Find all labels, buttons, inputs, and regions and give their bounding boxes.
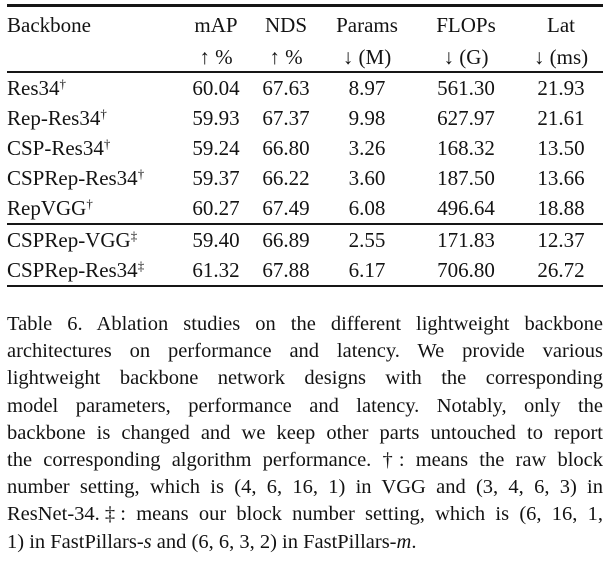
nds-cell: 66.80 — [262, 136, 310, 160]
col-header-lat: Lat — [547, 13, 575, 37]
nds-cell: 67.63 — [262, 76, 310, 100]
map-cell: 59.93 — [192, 106, 240, 130]
params-cell: 8.97 — [348, 76, 386, 100]
backbone-name-cell: CSPRep-VGG‡ — [7, 223, 181, 255]
map-cell: 60.04 — [192, 76, 240, 100]
footnote-mark: † — [100, 106, 107, 121]
footnote-mark: ‡ — [130, 228, 138, 243]
caption-line: Table 6. Ablation studies on the differe… — [7, 313, 603, 335]
table-row: Res34† 60.04 67.63 8.97 561.30 21.93 — [7, 72, 603, 103]
col-unit-params: ↓ (M) — [321, 43, 413, 73]
backbone-name-cell: RepVGG† — [7, 193, 181, 224]
map-cell: 59.40 — [181, 223, 251, 255]
params-cell: 9.98 — [348, 106, 386, 130]
caption-line: the corresponding algorithm performance.… — [7, 449, 603, 472]
header-row-units: ↑ % ↑ % ↓ (M) ↓ (G) ↓ (ms) — [7, 43, 603, 73]
footnote-mark: ‡ — [137, 258, 145, 273]
table-row: Rep-Res34† 59.93 67.37 9.98 627.97 21.61 — [7, 103, 603, 133]
nds-cell: 66.89 — [251, 223, 321, 255]
col-header-params: Params — [336, 13, 398, 37]
backbone-name: CSPRep-Res34 — [7, 258, 138, 282]
map-cell: 60.27 — [192, 196, 240, 220]
backbone-name-cell: CSPRep-Res34† — [7, 163, 181, 193]
flops-cell: 171.83 — [413, 223, 519, 255]
caption-line: backbone is changed and we keep other pa… — [7, 421, 603, 444]
params-cell: 3.26 — [348, 136, 386, 160]
caption-line: lightweight backbone network designs wit… — [7, 367, 603, 390]
flops-cell: 187.50 — [437, 166, 495, 190]
lat-cell: 13.66 — [537, 166, 585, 190]
caption-line: ResNet-34.‡: means our block number sett… — [7, 503, 603, 526]
col-header-map: mAP — [194, 13, 238, 37]
backbone-name: CSPRep-VGG — [7, 228, 131, 252]
map-cell: 61.32 — [192, 258, 240, 282]
col-header-nds: NDS — [264, 13, 307, 37]
footnote-mark: † — [103, 136, 111, 151]
params-cell: 6.08 — [348, 196, 386, 220]
footnote-mark: † — [86, 196, 93, 211]
fastpillars-s-variant: s — [143, 530, 152, 553]
col-unit-nds: ↑ % — [251, 43, 321, 73]
backbone-name-cell: Rep-Res34† — [7, 103, 181, 133]
flops-cell: 168.32 — [437, 136, 495, 160]
col-header-flops: FLOPs — [436, 13, 496, 37]
backbone-name: RepVGG — [7, 196, 87, 220]
table-row: CSPRep-VGG‡ 59.40 66.89 2.55 171.83 12.3… — [7, 223, 603, 255]
table-row: RepVGG† 60.27 67.49 6.08 496.64 18.88 — [7, 193, 603, 224]
nds-cell: 67.49 — [262, 196, 310, 220]
header-row-names: Backbone mAP NDS Params FLOPs Lat — [7, 6, 603, 44]
map-cell: 59.37 — [192, 166, 240, 190]
lat-cell: 13.50 — [537, 136, 585, 160]
lat-cell: 21.93 — [537, 76, 585, 100]
nds-cell: 67.88 — [262, 258, 310, 282]
backbone-name-cell: CSP-Res34† — [7, 133, 181, 163]
col-header-backbone: Backbone — [7, 13, 91, 37]
backbone-name: Res34 — [7, 76, 60, 100]
table-caption: Table 6. Ablation studies on the differe… — [7, 311, 603, 556]
flops-cell: 561.30 — [437, 76, 495, 100]
footnote-mark: † — [137, 166, 145, 181]
fastpillars-m-variant: m — [396, 530, 412, 553]
flops-cell: 627.97 — [437, 106, 495, 130]
flops-cell: 496.64 — [437, 196, 495, 220]
nds-cell: 66.22 — [262, 166, 310, 190]
params-cell: 3.60 — [348, 166, 386, 190]
table-row: CSPRep-Res34† 59.37 66.22 3.60 187.50 13… — [7, 163, 603, 193]
lat-cell: 12.37 — [519, 223, 603, 255]
caption-text: and (6, 6, 3, 2) in FastPillars- — [151, 530, 397, 553]
table-row: CSP-Res34† 59.24 66.80 3.26 168.32 13.50 — [7, 133, 603, 163]
caption-line: number setting, which is (4, 6, 16, 1) i… — [7, 476, 603, 499]
caption-line: model parameters, performance and latenc… — [7, 394, 603, 417]
footnote-mark: † — [59, 76, 67, 91]
col-unit-backbone — [7, 43, 181, 73]
backbone-name-cell: CSPRep-Res34‡ — [7, 255, 181, 286]
col-unit-flops: ↓ (G) — [413, 43, 519, 73]
backbone-name: CSP-Res34 — [7, 136, 104, 160]
ablation-table: Backbone mAP NDS Params FLOPs Lat ↑ % ↑ … — [7, 4, 603, 287]
flops-cell: 706.80 — [437, 258, 495, 282]
backbone-name-cell: Res34† — [7, 72, 181, 103]
lat-cell: 26.72 — [537, 258, 585, 282]
col-unit-lat: ↓ (ms) — [519, 43, 603, 73]
backbone-name: Rep-Res34 — [7, 106, 101, 130]
caption-text: 1) in FastPillars- — [7, 530, 144, 553]
map-cell: 59.24 — [192, 136, 240, 160]
caption-text: . — [411, 530, 417, 553]
table-row: CSPRep-Res34‡ 61.32 67.88 6.17 706.80 26… — [7, 255, 603, 286]
backbone-name: CSPRep-Res34 — [7, 166, 138, 190]
nds-cell: 67.37 — [262, 106, 310, 130]
params-cell: 2.55 — [321, 223, 413, 255]
caption-line: architectures on performance and latency… — [7, 340, 603, 363]
params-cell: 6.17 — [348, 258, 386, 282]
lat-cell: 21.61 — [537, 106, 585, 130]
col-unit-map: ↑ % — [181, 43, 251, 73]
lat-cell: 18.88 — [537, 196, 585, 220]
caption-line: 1) in FastPillars-s and (6, 6, 3, 2) in … — [7, 529, 603, 556]
